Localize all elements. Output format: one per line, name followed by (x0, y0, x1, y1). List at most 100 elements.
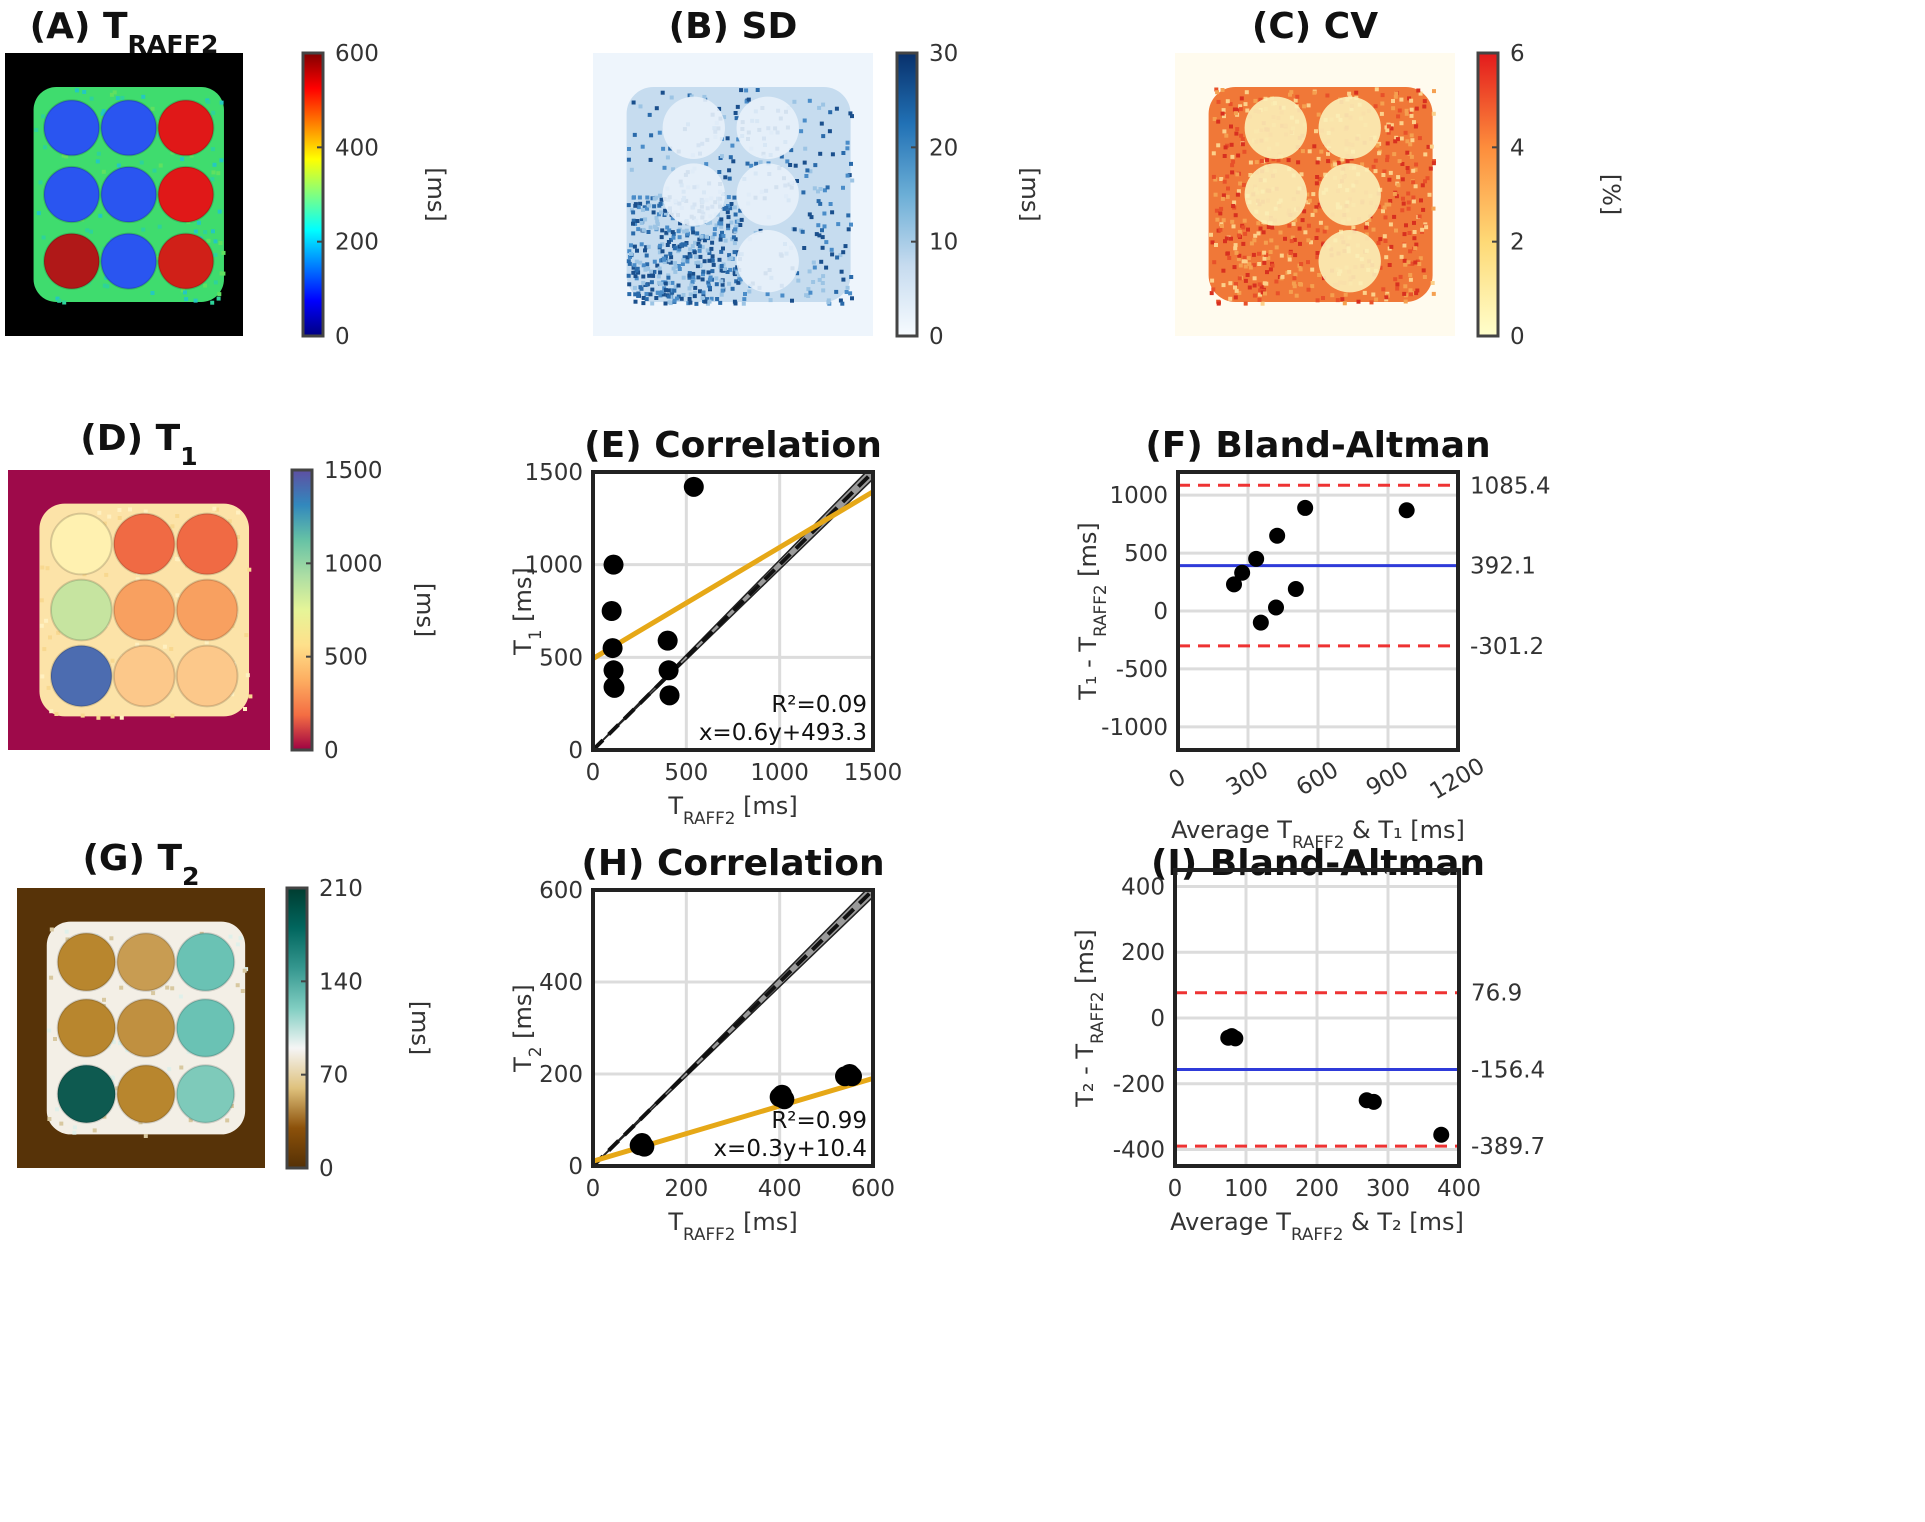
colorbar-tick-label: 10 (929, 230, 958, 256)
vial-5 (1318, 229, 1381, 293)
chart-title: (E) Correlation (584, 425, 882, 466)
colorbar-tick-label: 0 (1510, 324, 1525, 350)
data-point (1252, 614, 1269, 631)
x-axis-label: Average TRAFF2 & T₁ [ms] (1171, 816, 1465, 852)
x-tick-label: 200 (664, 1176, 708, 1202)
grid (1176, 472, 1460, 750)
chart-H: (H) Correlation 0 200 400 600 0 200 400 600 TRAFF… (509, 843, 895, 1244)
y-tick-label: 0 (1150, 1006, 1165, 1032)
x-tick-label: 0 (586, 760, 601, 786)
vial-3 (1244, 163, 1307, 226)
vial-7 (56, 1064, 117, 1124)
y-tick-label: -200 (1113, 1072, 1165, 1098)
colorbar-unit-label: [ms] (422, 167, 450, 222)
colorbar-tick-label: 200 (335, 230, 379, 256)
map-panel-B: (B) SD 30 20 10 0 [ms] (593, 6, 1044, 350)
vial-3 (175, 512, 239, 576)
colorbar-tick-label: 2 (1510, 230, 1525, 256)
x-axis-label: TRAFF2 [ms] (667, 792, 797, 828)
y-tick-label: -1000 (1101, 715, 1168, 741)
colorbar-tick-label: 30 (929, 41, 958, 67)
vial-4 (1318, 163, 1381, 226)
colorbar (1476, 51, 1500, 338)
map-panel-A: (A) TRAFF2 600 400 200 0 [ms] (5, 6, 450, 350)
vial-5 (736, 229, 799, 293)
x-tick-label: 400 (758, 1176, 802, 1202)
map-title: (G) T2 (82, 838, 199, 891)
y-tick-label: 0 (568, 738, 583, 764)
data-point (1226, 576, 1242, 593)
data-point (658, 660, 679, 681)
vial-1 (662, 96, 725, 160)
colorbar-unit-label: [ms] (411, 583, 439, 638)
vial-3 (157, 99, 215, 157)
x-tick-label: 300 (1222, 757, 1273, 801)
vial-2 (736, 96, 799, 160)
y-tick-label: 200 (1121, 940, 1165, 966)
limit-label: -301.2 (1470, 634, 1544, 660)
map-title: (C) CV (1252, 6, 1378, 47)
vial-6 (175, 998, 236, 1058)
data-point (634, 1136, 655, 1157)
data-point (1398, 502, 1415, 519)
colorbar (301, 51, 325, 338)
map-panel-C: (C) CV 6 4 2 0 [%] (1175, 6, 1625, 350)
vial-3 (175, 932, 236, 992)
x-tick-label: 300 (1366, 1176, 1410, 1202)
colorbar-tick-label: 0 (335, 324, 350, 350)
vial-4 (56, 998, 117, 1058)
vial-5 (112, 578, 176, 642)
map-title: (D) T1 (80, 418, 197, 471)
axes-frame (1176, 470, 1460, 752)
fit-equation-annotation: x=0.6y+493.3 (699, 720, 867, 746)
vial-1 (1244, 96, 1307, 160)
colorbar-tick-label: 20 (929, 135, 958, 161)
vial-2 (100, 99, 158, 157)
colorbar-unit-label: [ms] (406, 1001, 434, 1056)
data-point (659, 685, 680, 706)
y-tick-label: 500 (539, 645, 583, 671)
data-point (1248, 550, 1265, 567)
axes-frame (591, 470, 875, 752)
y-tick-label: 0 (1153, 599, 1168, 625)
limit-label: -389.7 (1471, 1134, 1545, 1160)
data-point (604, 677, 625, 698)
data-point (1268, 599, 1284, 616)
y-axis-label: T₂ - TRAFF2 [ms] (1071, 929, 1107, 1108)
data-point (683, 476, 704, 497)
y-axis-label: T₁ - TRAFF2 [ms] (1074, 522, 1110, 701)
data-point (1269, 527, 1286, 544)
x-tick-label: 200 (1295, 1176, 1339, 1202)
regression-line (593, 489, 873, 661)
data-point (1227, 1030, 1244, 1047)
vial-9 (175, 644, 239, 708)
colorbar-tick-label: 0 (324, 738, 339, 764)
vial-1 (49, 512, 113, 576)
vial-4 (736, 163, 799, 226)
data-point (1234, 564, 1251, 581)
data-point (842, 1066, 862, 1087)
colorbar (285, 886, 309, 1170)
vial-2 (116, 932, 176, 992)
colorbar-unit-label: [%] (1597, 174, 1625, 216)
data-point (1365, 1093, 1382, 1110)
vial-4 (43, 165, 101, 224)
colorbar-tick-label: 140 (319, 969, 363, 995)
r-squared-annotation: R²=0.09 (771, 692, 867, 718)
x-tick-label: 900 (1362, 757, 1413, 801)
map-panel-G: (G) T2 210 140 70 0 [ms] (17, 838, 434, 1182)
y-tick-label: 1500 (524, 460, 583, 486)
vial-8 (112, 644, 176, 708)
y-tick-label: 1000 (524, 553, 583, 579)
vial-7 (49, 644, 113, 708)
data-point (657, 630, 678, 651)
vial-2 (112, 512, 176, 576)
fit-equation-annotation: x=0.3y+10.4 (713, 1136, 867, 1162)
data-point (1297, 499, 1314, 516)
y-tick-label: 600 (539, 878, 583, 904)
grid (1173, 870, 1461, 1166)
vial-7 (43, 232, 101, 290)
colorbar-tick-label: 600 (335, 41, 379, 67)
